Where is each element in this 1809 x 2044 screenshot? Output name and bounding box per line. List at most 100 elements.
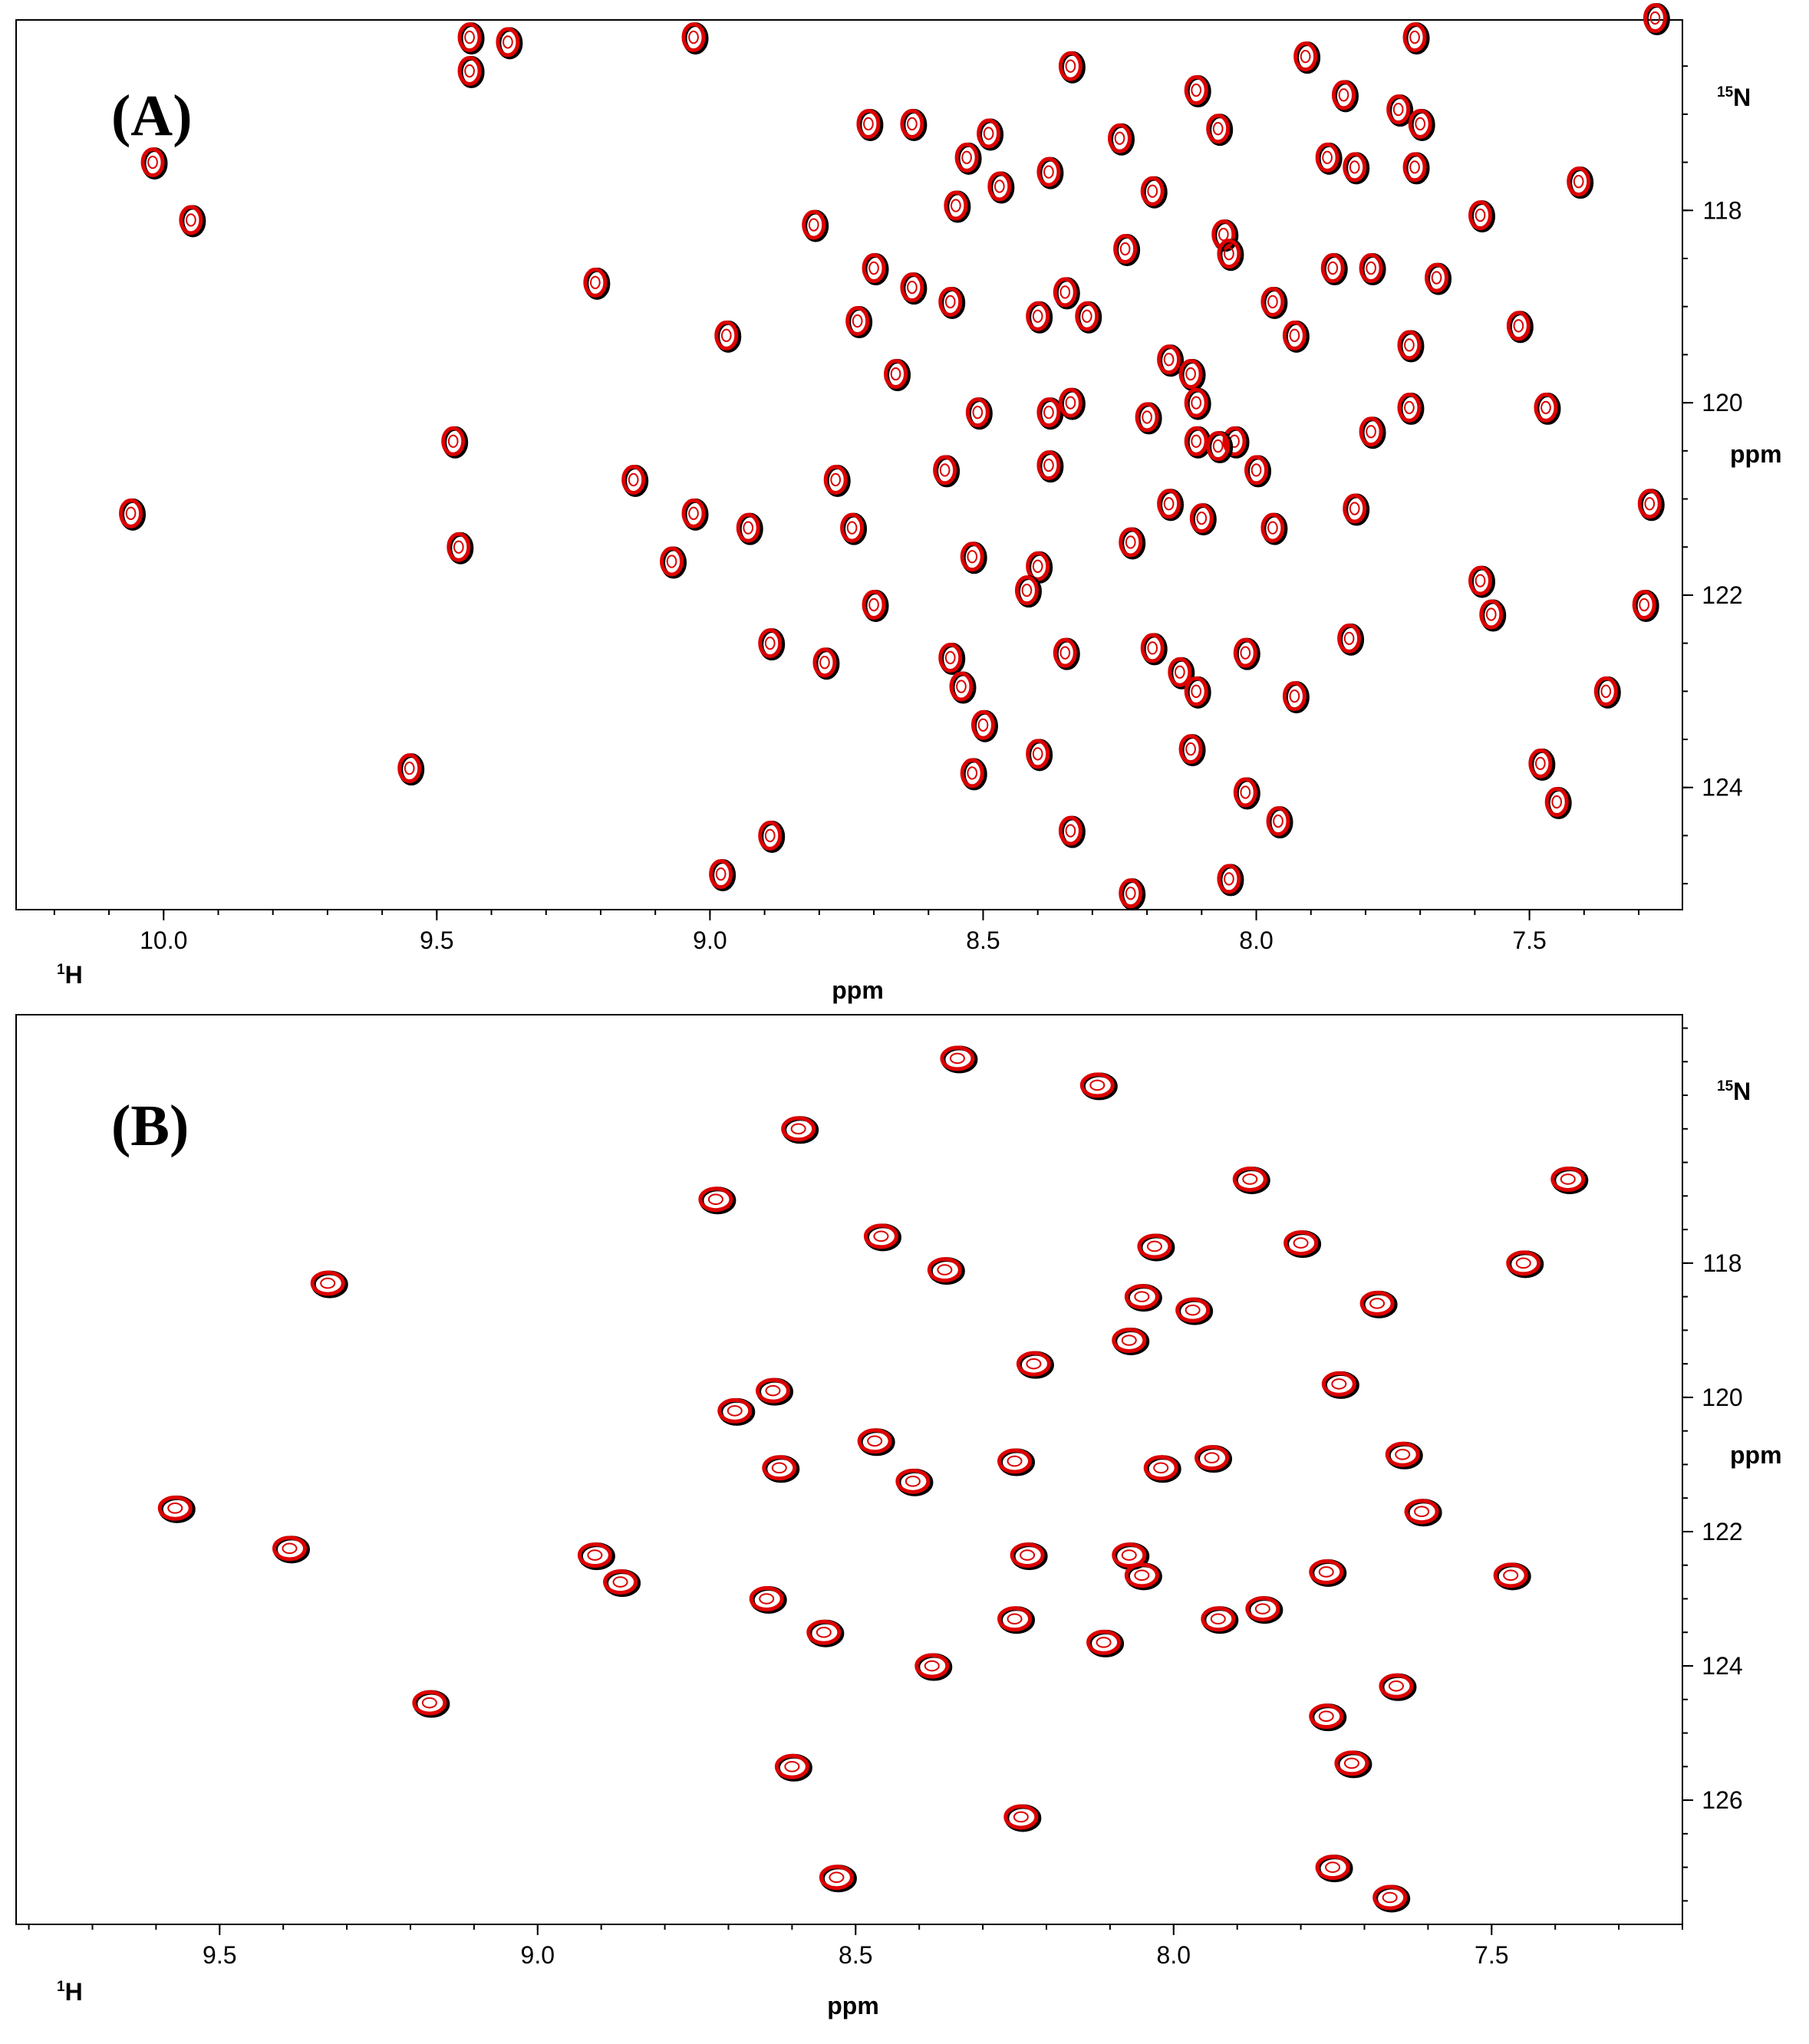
panel-a-peak-inner-contour — [944, 650, 956, 665]
panel-a-peak — [1397, 392, 1425, 425]
panel-b-peak-inner-contour — [1096, 1637, 1112, 1648]
panel-b-peak-inner-contour — [873, 1230, 889, 1243]
panel-b-y-nucleus-symbol: N — [1733, 1078, 1751, 1105]
panel-a-peak — [1233, 777, 1260, 810]
panel-a-peak — [1058, 387, 1086, 420]
panel-a-peak — [938, 286, 966, 319]
panel-a-peak — [1468, 565, 1496, 598]
panel-a-peak-overlay-contour — [1168, 657, 1192, 687]
panel-b-peak — [997, 1606, 1036, 1634]
panel-b-peak-overlay-contour — [1232, 1166, 1267, 1192]
panel-a-peak-inner-contour — [1322, 150, 1333, 164]
panel-a-peak-overlay-contour — [1119, 527, 1143, 558]
panel-b-peak — [914, 1653, 953, 1681]
panel-a-peak-overlay-contour — [1058, 815, 1082, 846]
panel-a-x-nucleus-symbol: H — [65, 961, 83, 989]
panel-a-peak-inner-contour — [1191, 684, 1202, 698]
panel-a-peak-inner-contour — [1289, 689, 1300, 703]
panel-b-peak-overlay-contour — [940, 1045, 975, 1071]
panel-a-peak-inner-contour — [1021, 584, 1033, 597]
panel-a-x-tick-label: 7.5 — [1512, 927, 1546, 954]
panel-a-peak — [823, 464, 851, 497]
panel-a-peak-overlay-contour — [714, 320, 739, 351]
panel-a-peak-overlay-contour — [1058, 387, 1082, 418]
panel-b-peak — [1334, 1750, 1372, 1779]
panel-b-peak — [1016, 1351, 1054, 1379]
panel-a-peak — [736, 512, 763, 545]
panel-b-peak-overlay-contour — [412, 1690, 447, 1716]
panel-a-peak-inner-contour — [743, 521, 754, 535]
panel-b-peak-overlay-contour — [1003, 1804, 1039, 1830]
panel-b-peak-inner-contour — [829, 1871, 845, 1884]
panel-a-peak-inner-contour — [464, 64, 475, 78]
panel-b-peak-inner-contour — [1134, 1291, 1150, 1302]
panel-a-peak — [457, 22, 485, 55]
panel-a-peak — [900, 108, 928, 141]
panel-b-peak-inner-contour — [816, 1626, 832, 1638]
panel-a-peak-overlay-contour — [1222, 426, 1247, 456]
panel-b-peak-overlay-contour — [1315, 1855, 1350, 1881]
panel-a-peak — [681, 22, 709, 55]
panel-a-peak-inner-contour — [944, 295, 956, 309]
panel-b-peak-overlay-contour — [1016, 1351, 1051, 1377]
panel-a-peak-inner-contour — [147, 155, 158, 170]
panel-a-peak-overlay-contour — [457, 22, 482, 53]
panel-b-peak-inner-contour — [1414, 1506, 1430, 1518]
panel-a-peak-overlay-contour — [1184, 676, 1208, 706]
panel-a-peak-overlay-contour — [845, 306, 870, 337]
panel-a-peak-overlay-contour — [1189, 503, 1214, 534]
panel-a-peak — [1359, 253, 1386, 286]
panel-b-peak-overlay-contour — [819, 1865, 854, 1891]
panel-b-peak-inner-contour — [282, 1542, 298, 1555]
panel-b-peak — [1309, 1559, 1347, 1587]
panel-a-peak-inner-contour — [688, 506, 699, 520]
panel-b-peak-overlay-contour — [1124, 1284, 1159, 1310]
panel-a-peak-inner-contour — [1551, 795, 1563, 809]
panel-b-x-tick-label: 9.5 — [203, 1941, 236, 1969]
panel-a-peak — [714, 320, 742, 353]
panel-a-peak — [1632, 589, 1659, 622]
panel-a-peak — [758, 820, 786, 853]
panel-a-peak-inner-contour — [1273, 814, 1283, 828]
panel-a-peak-inner-contour — [1349, 160, 1360, 174]
panel-a-peak-overlay-contour — [1632, 589, 1656, 620]
panel-b-x-tick-label: 8.5 — [839, 1941, 872, 1969]
panel-b-peak-overlay-contour — [698, 1187, 733, 1213]
panel-b-peak — [1086, 1629, 1125, 1657]
panel-a-peak-overlay-contour — [938, 286, 963, 317]
panel-a-peak-inner-contour — [852, 314, 863, 328]
panel-b-peak — [1321, 1371, 1359, 1399]
panel-a-peak-overlay-contour — [496, 27, 520, 58]
panel-b-peak — [895, 1468, 934, 1496]
panel-a-peak-overlay-contour — [621, 464, 646, 495]
panel-b-y-nucleus-label: 15N — [1717, 1078, 1751, 1105]
panel-b-peak-inner-contour — [904, 1476, 921, 1487]
panel-a-peak-overlay-contour — [1359, 416, 1383, 447]
panel-b-peak-overlay-contour — [1372, 1884, 1408, 1911]
panel-a-peak — [1058, 51, 1086, 84]
panel-a-peak — [840, 512, 868, 545]
panel-b-peak-inner-contour — [612, 1576, 628, 1588]
panel-a-peak-inner-contour — [1267, 521, 1278, 535]
panel-a-peak-overlay-contour — [446, 532, 471, 562]
panel-a-peak-inner-contour — [961, 150, 972, 164]
panel-a-x-ticks: 10.0 9.5 9.0 8.5 8.0 7.5 — [53, 910, 1640, 954]
panel-b-peak-overlay-contour — [1112, 1328, 1147, 1354]
panel-a-peak-inner-contour — [720, 328, 732, 342]
panel-b-peak — [1245, 1596, 1283, 1624]
panel-b-peak-inner-contour — [1331, 1378, 1347, 1390]
panel-a-y-nucleus-symbol: N — [1733, 84, 1751, 111]
panel-a-peak-inner-contour — [1212, 439, 1224, 453]
panel-a-peak-overlay-contour — [709, 859, 733, 890]
panel-a-peak-inner-contour — [808, 218, 819, 232]
panel-a-peak — [1206, 114, 1234, 146]
panel-b-peak-inner-contour — [1293, 1237, 1309, 1249]
panel-b-x-tick-label: 9.0 — [521, 1941, 555, 1969]
panel-a-contours — [119, 2, 1670, 911]
panel-a-peak-overlay-contour — [583, 267, 608, 298]
panel-b-peak-overlay-contour — [997, 1606, 1033, 1632]
panel-b-y-axis-title: ppm — [1730, 1441, 1782, 1469]
panel-b-peak-overlay-contour — [1321, 1371, 1356, 1397]
panel-b-peak — [762, 1455, 800, 1483]
panel-b-peak-inner-contour — [421, 1697, 437, 1709]
